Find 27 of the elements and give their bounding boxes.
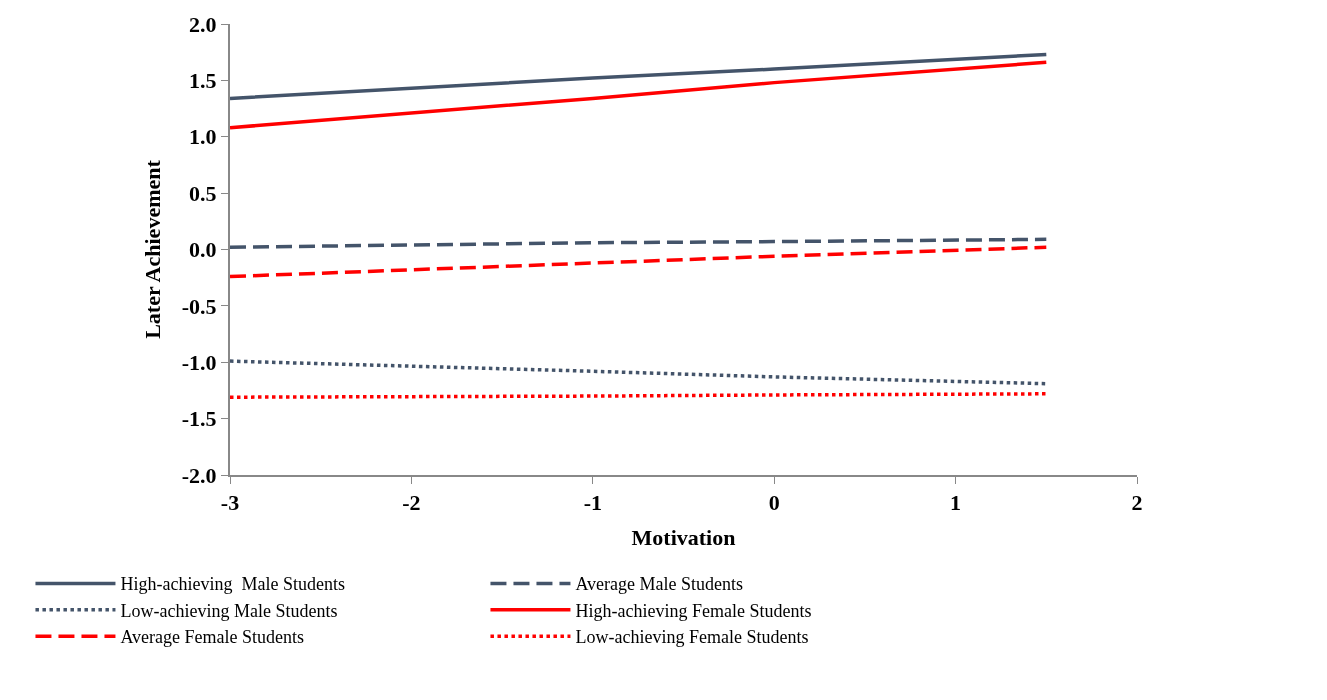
y-tick-label: -2.0 (181, 462, 217, 488)
y-axis-title: Later Achievement (140, 159, 166, 339)
legend-label: Average Male Students (575, 574, 744, 595)
y-tick-label: 0.5 (189, 180, 217, 206)
y-tick-label: 1.5 (189, 68, 217, 94)
x-tick-label: -3 (220, 490, 240, 516)
legend-label: High-achieving Male Students (120, 574, 345, 595)
y-tick-label: -1.5 (181, 406, 217, 432)
legend-label: Low-achieving Female Students (575, 627, 809, 648)
line-series (230, 237, 1049, 249)
x-tick-label: 0 (768, 490, 780, 516)
x-tick-label: -1 (583, 490, 602, 516)
x-axis-title: Motivation (631, 524, 736, 550)
legend-label: Low-achieving Male Students (120, 600, 338, 621)
x-tick-label: 1 (950, 490, 962, 516)
x-tick-label: -2 (402, 490, 421, 516)
y-tick-label: -0.5 (181, 293, 217, 319)
line-series (230, 245, 1049, 279)
y-tick-label: 2.0 (189, 11, 217, 37)
legend-label: High-achieving Female Students (575, 600, 812, 621)
x-tick-label: 2 (1131, 490, 1143, 516)
line-series (230, 52, 1049, 101)
y-tick-label: -1.0 (181, 349, 217, 375)
line-series (230, 60, 1049, 130)
y-tick-label: 1.0 (189, 124, 217, 150)
y-tick-label: 0.0 (189, 237, 217, 263)
legend-label: Average Female Students (120, 627, 305, 648)
